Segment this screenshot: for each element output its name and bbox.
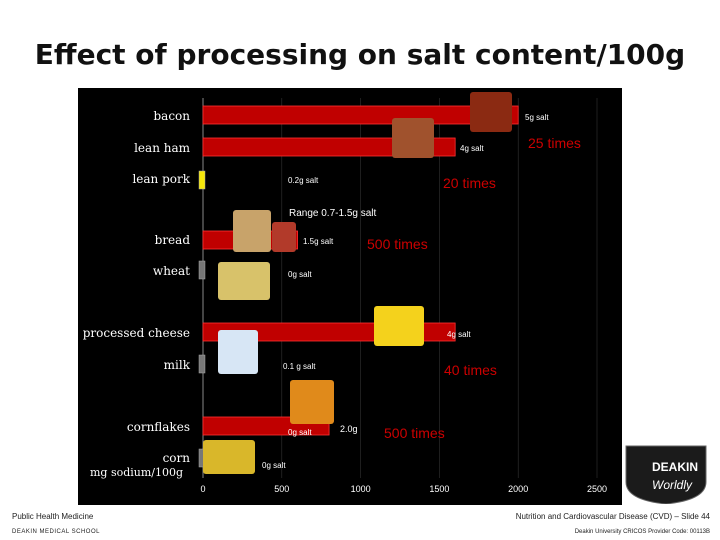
milk-image [218, 330, 258, 374]
value-label: 4g salt [447, 330, 471, 339]
bread-pack-image [272, 222, 296, 252]
category-label: bread [155, 233, 191, 247]
x-tick-label: 1000 [351, 484, 371, 494]
category-label: wheat [153, 264, 190, 278]
value-label: 0g salt [288, 270, 312, 279]
bar-lean-pork [198, 170, 206, 190]
cheese-image [374, 306, 424, 346]
annotation: Range 0.7-1.5g salt [289, 208, 377, 219]
bar-milk [198, 354, 206, 374]
annotation: 40 times [444, 362, 497, 378]
value-label: 5g salt [525, 113, 549, 122]
bread-image [233, 210, 271, 252]
category-label: bacon [153, 109, 190, 123]
footer-left: Public Health Medicine [12, 512, 94, 521]
page-title: Effect of processing on salt content/100… [34, 38, 686, 71]
category-label: milk [164, 358, 191, 372]
bacon-image [470, 92, 512, 132]
ham-image [392, 118, 434, 158]
category-label: processed cheese [83, 326, 190, 340]
x-tick-label: 2500 [587, 484, 607, 494]
value-label: 0.1 g salt [283, 362, 316, 371]
annotation: 2.0g [340, 424, 358, 434]
value-label: 1.5g salt [303, 237, 334, 246]
axis-unit-label: mg sodium/100g [90, 466, 183, 479]
value-label: 4g salt [460, 144, 484, 153]
value-label: 0g salt [262, 461, 286, 470]
annotation: 500 times [367, 236, 428, 252]
bar-wheat [198, 260, 206, 280]
x-tick-label: 2000 [508, 484, 528, 494]
category-label: lean pork [132, 172, 190, 186]
annotation: 500 times [384, 425, 445, 441]
category-label: lean ham [134, 141, 191, 155]
footer-right2: Deakin University CRICOS Provider Code: … [574, 529, 710, 535]
deakin-logo: DEAKIN Worldly [622, 444, 710, 506]
logo-sub: Worldly [652, 478, 693, 492]
value-label: 0g salt [288, 428, 312, 437]
plot-background [78, 88, 622, 505]
x-tick-label: 500 [274, 484, 289, 494]
footer-right: Nutrition and Cardiovascular Disease (CV… [515, 512, 710, 521]
annotation: 20 times [443, 175, 496, 191]
category-label: cornflakes [127, 420, 190, 434]
corn-image [203, 440, 255, 474]
x-tick-label: 1500 [429, 484, 449, 494]
bar-bacon [202, 105, 519, 125]
cornflakes-image [290, 380, 334, 424]
footer-left2: DEAKIN MEDICAL SCHOOL [12, 529, 100, 535]
logo-name: DEAKIN [652, 460, 699, 474]
wheat-image [218, 262, 270, 300]
value-label: 0.2g salt [288, 176, 319, 185]
annotation: 25 times [528, 135, 581, 151]
category-label: corn [163, 451, 191, 465]
logo-crest-icon [625, 445, 707, 504]
x-tick-label: 0 [200, 484, 205, 494]
